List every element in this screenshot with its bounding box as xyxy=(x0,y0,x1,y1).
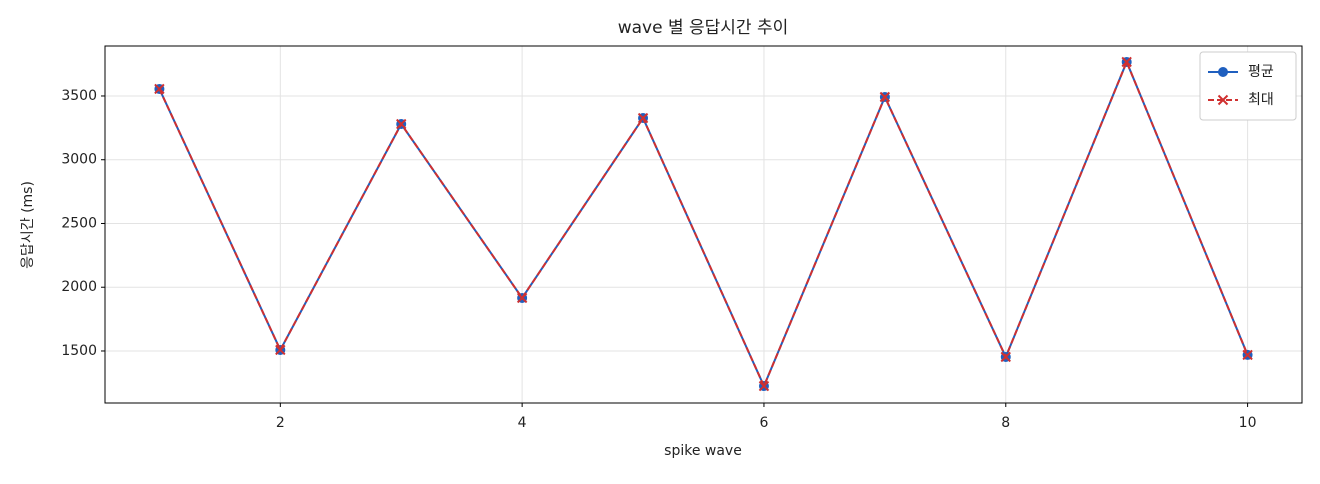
x-axis-label: spike wave xyxy=(664,443,742,459)
marker xyxy=(516,292,528,304)
marker xyxy=(637,112,649,124)
marker xyxy=(1242,349,1253,361)
plot-frame xyxy=(104,45,1303,404)
y-tick-label: 3000 xyxy=(61,152,97,168)
y-tick-label: 1500 xyxy=(61,343,97,359)
marker xyxy=(879,91,891,103)
marker xyxy=(1000,351,1011,363)
marker xyxy=(758,380,770,392)
legend-label: 최대 xyxy=(1248,92,1274,108)
marker xyxy=(1217,94,1229,106)
x-tick-label: 4 xyxy=(518,415,527,431)
legend-box xyxy=(1199,51,1297,121)
series-line xyxy=(158,59,1249,389)
y-axis-label: 응답시간 (ms) xyxy=(20,181,36,269)
legend-label: 평균 xyxy=(1248,64,1274,80)
chart-title: wave 별 응답시간 추이 xyxy=(618,18,789,38)
series-line xyxy=(158,59,1249,389)
marker xyxy=(1121,56,1132,68)
x-tick-label: 10 xyxy=(1239,415,1257,431)
y-tick-label: 3500 xyxy=(61,88,97,104)
x-tick-label: 2 xyxy=(276,415,285,431)
y-tick-label: 2000 xyxy=(61,279,97,295)
y-tick-label: 2500 xyxy=(61,215,97,231)
x-tick-label: 6 xyxy=(759,415,768,431)
marker xyxy=(396,118,407,130)
marker xyxy=(1218,67,1228,77)
x-tick-label: 8 xyxy=(1001,415,1010,431)
marker xyxy=(275,344,286,356)
marker xyxy=(154,83,165,95)
